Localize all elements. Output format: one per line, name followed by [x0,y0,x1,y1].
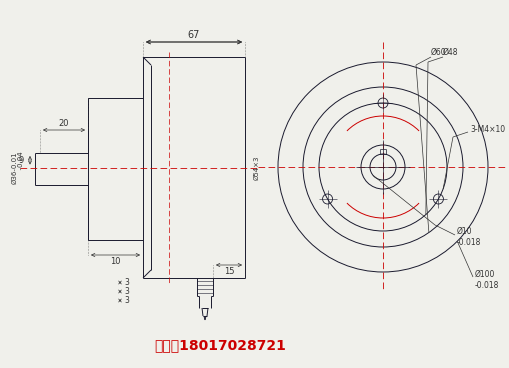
Text: 3-M4×10: 3-M4×10 [470,125,505,134]
Text: 3: 3 [125,287,129,296]
Text: Ø100
-0.018: Ø100 -0.018 [475,270,499,290]
Text: Ø48: Ø48 [443,47,459,57]
Text: 9: 9 [18,156,23,165]
Text: 10: 10 [110,258,121,266]
Text: 67: 67 [188,30,200,40]
Text: 3: 3 [125,296,129,305]
Text: 15: 15 [224,268,234,276]
Text: Ø60: Ø60 [431,47,446,57]
Text: Ø54×3: Ø54×3 [254,155,260,180]
Text: 手机：18017028721: 手机：18017028721 [154,338,286,352]
Text: 20: 20 [59,120,69,128]
Text: Ø10
-0.018: Ø10 -0.018 [457,227,482,247]
Text: Ø36-0.01
      -0.04: Ø36-0.01 -0.04 [12,151,24,184]
Text: 3: 3 [125,278,129,287]
